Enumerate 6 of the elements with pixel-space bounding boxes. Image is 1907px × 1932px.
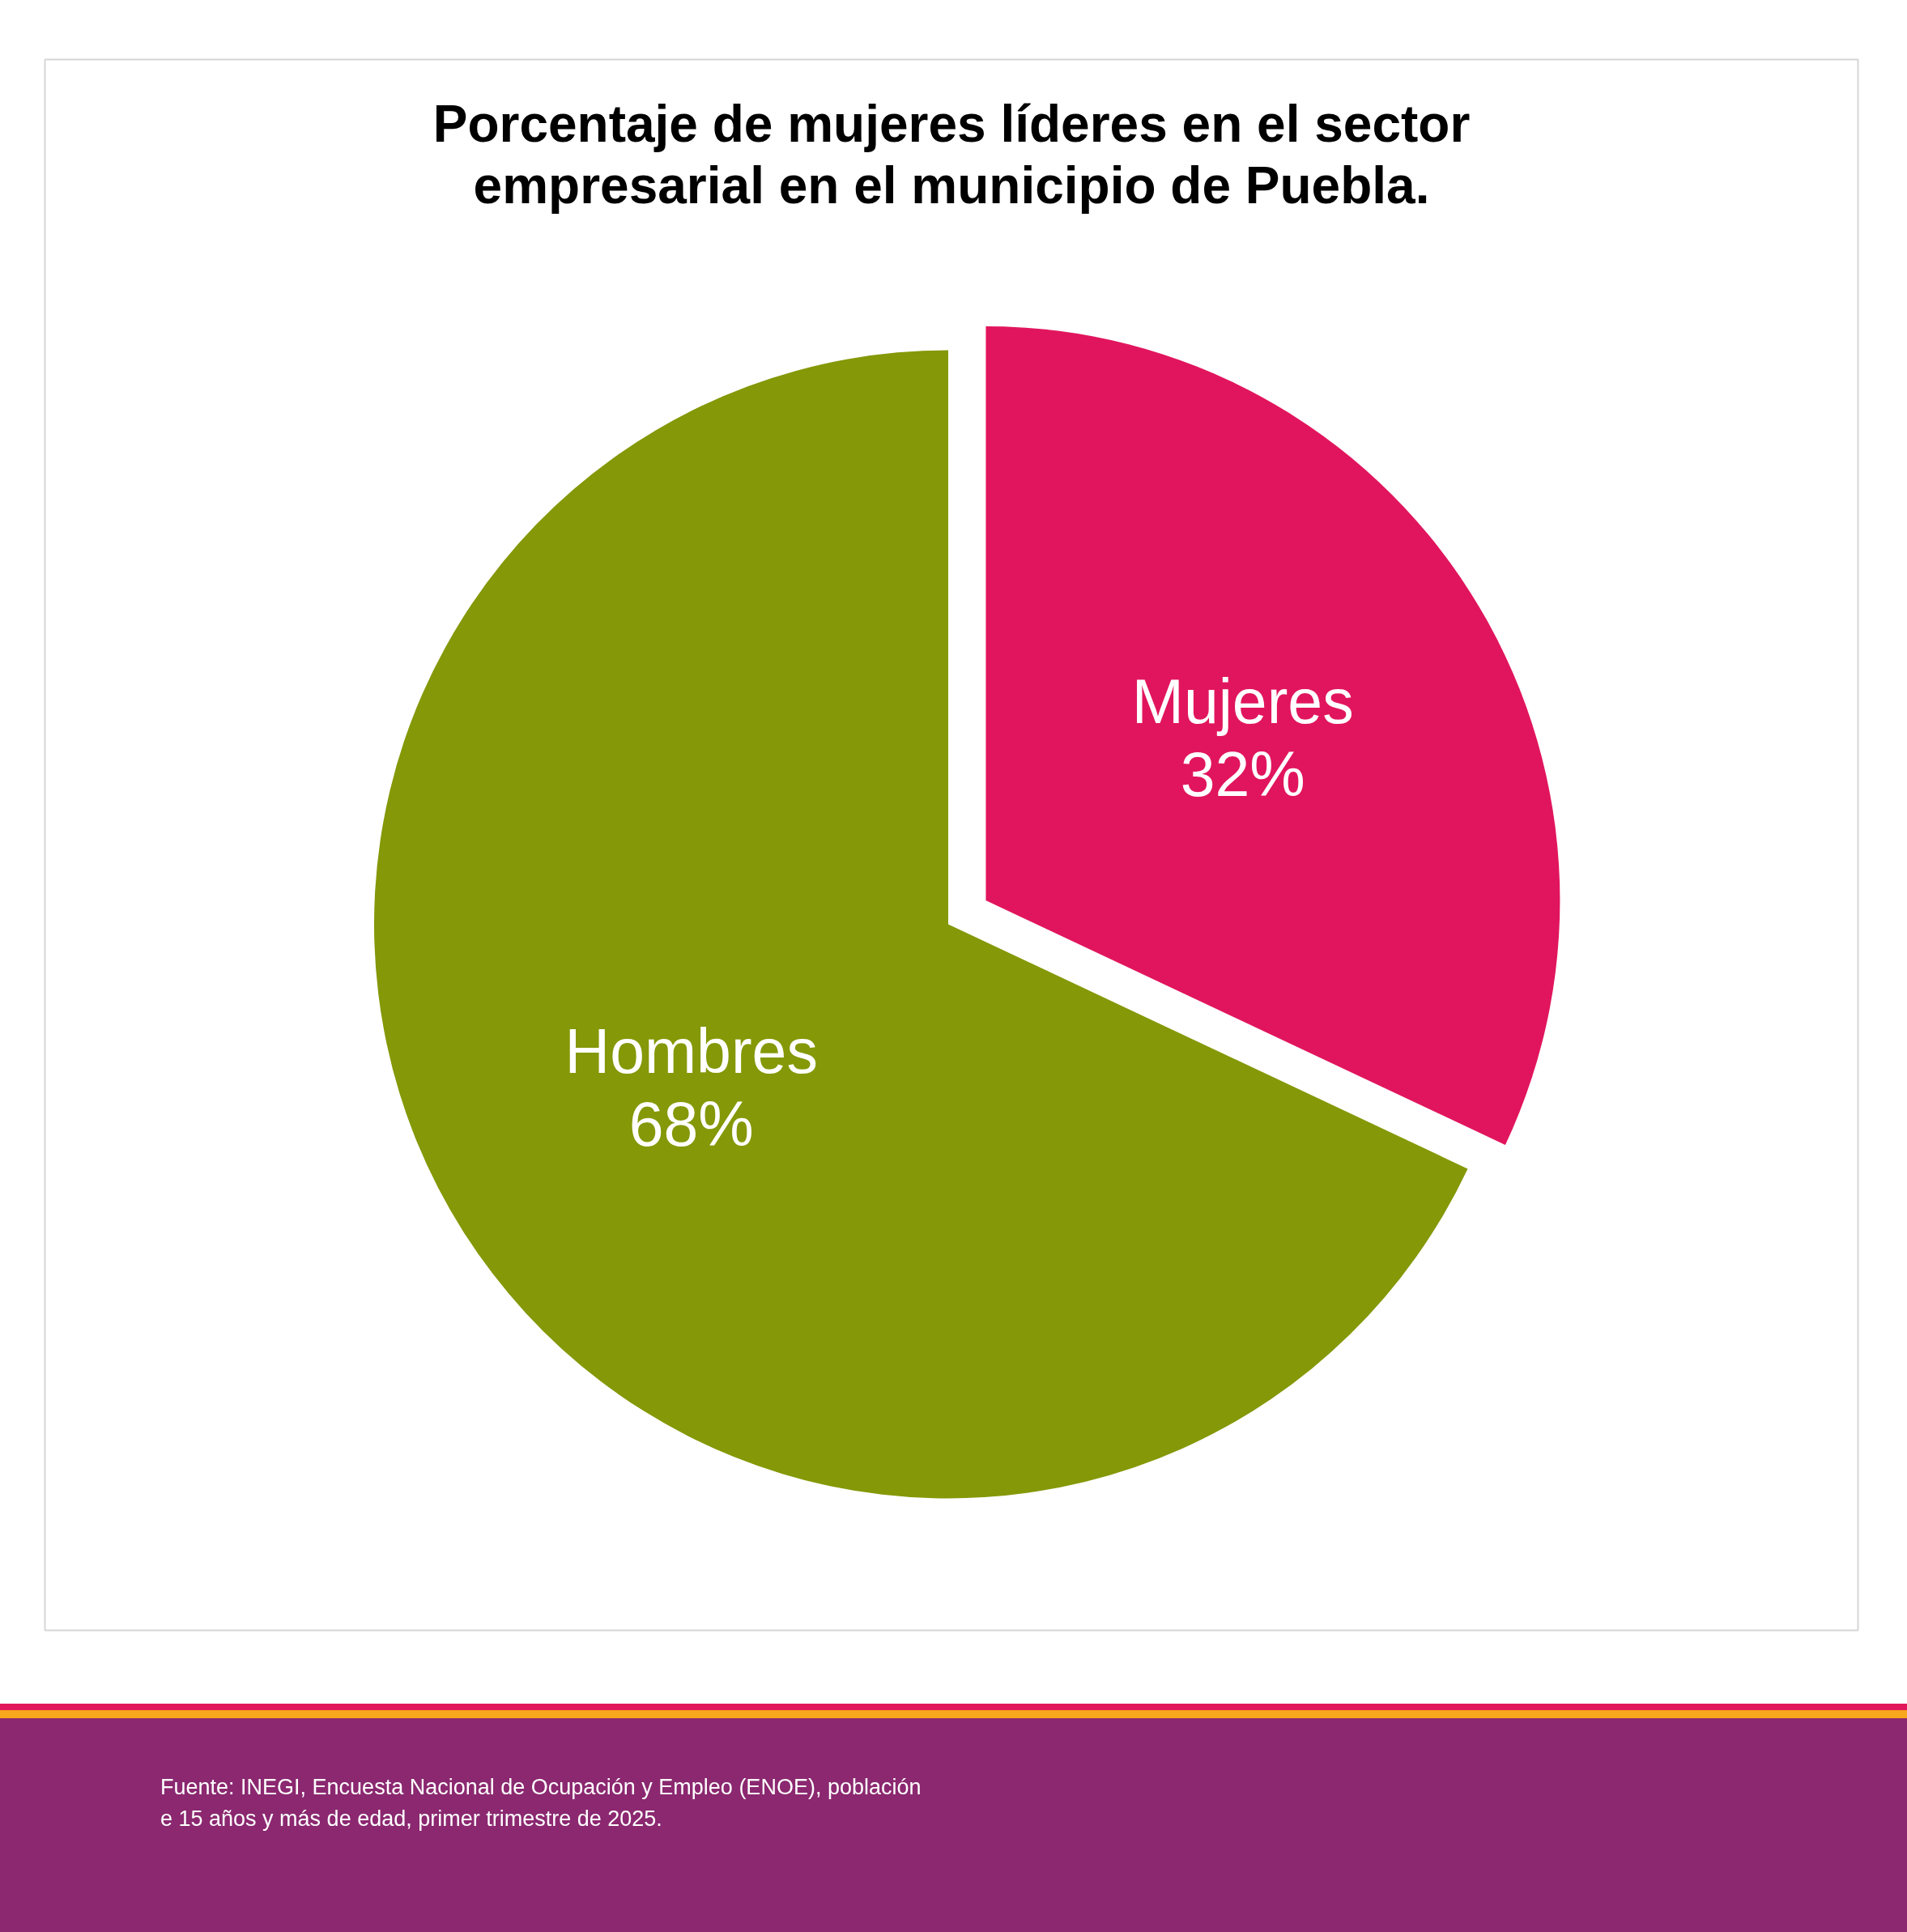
chart-title: Porcentaje de mujeres líderes en el sector empresarial en el municipio de Puebla.	[432, 94, 1471, 215]
source-note: Fuente: INEGI, Encuesta Nacional de Ocupación y Empleo (ENOE), población e 15 años y más de edad, primer trimestre de 2025.	[160, 1774, 922, 1832]
slice-label: Hombres	[564, 1015, 818, 1086]
slice-label: Mujeres	[1131, 666, 1354, 736]
data-label: 32%	[1180, 738, 1305, 809]
data-label: 68%	[628, 1088, 754, 1159]
